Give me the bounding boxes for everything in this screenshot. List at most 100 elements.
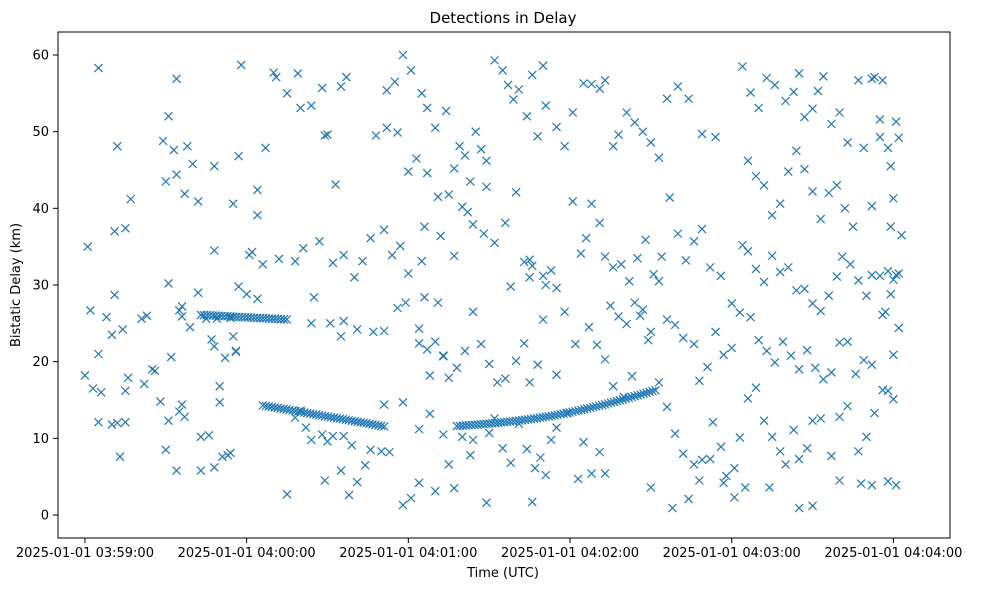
data-point <box>403 269 413 278</box>
data-point <box>252 210 262 220</box>
data-point <box>228 199 238 209</box>
data-point <box>209 341 219 351</box>
data-point <box>209 161 219 171</box>
data-point <box>627 371 637 381</box>
data-point <box>853 446 863 456</box>
data-point <box>519 338 529 348</box>
data-point <box>93 417 103 427</box>
data-point <box>525 377 535 387</box>
data-point <box>867 201 877 211</box>
data-point <box>406 493 416 503</box>
data-point <box>193 197 203 206</box>
data-point <box>161 445 171 455</box>
data-point <box>465 177 475 186</box>
data-point <box>530 463 540 473</box>
data-point <box>490 55 499 65</box>
data-point <box>323 130 332 140</box>
data-point <box>705 262 715 272</box>
data-point <box>584 322 594 332</box>
data-point <box>767 432 777 442</box>
data-point <box>743 246 753 256</box>
data-point <box>107 420 117 429</box>
data-point <box>231 347 241 357</box>
data-point <box>638 305 648 314</box>
data-point <box>368 327 378 337</box>
data-point <box>684 94 694 104</box>
data-point <box>560 141 570 151</box>
data-point <box>609 397 619 407</box>
data-point <box>835 338 844 347</box>
data-point <box>293 68 303 78</box>
data-point <box>689 236 699 246</box>
data-points <box>80 50 906 513</box>
data-point <box>883 143 893 153</box>
data-point <box>673 229 683 239</box>
data-point <box>120 223 130 233</box>
data-point <box>366 445 376 455</box>
data-point <box>783 262 793 272</box>
data-point <box>169 145 179 155</box>
data-point <box>891 270 901 280</box>
data-point <box>406 65 416 75</box>
data-point <box>484 359 494 369</box>
data-point <box>770 80 780 90</box>
x-tick-label: 2025-01-01 04:03:00 <box>663 546 801 561</box>
data-point <box>635 311 645 321</box>
data-point <box>417 256 427 266</box>
data-point <box>234 282 243 291</box>
data-point <box>217 452 227 462</box>
data-point <box>527 70 537 80</box>
data-point <box>180 412 190 422</box>
data-point <box>164 416 173 426</box>
data-point <box>600 354 610 364</box>
data-point <box>735 433 745 442</box>
data-point <box>621 394 631 404</box>
data-point <box>813 86 823 96</box>
data-point <box>328 431 338 441</box>
data-point <box>137 314 146 324</box>
data-point <box>360 460 370 470</box>
data-point <box>449 251 459 261</box>
data-point <box>379 421 389 431</box>
data-point <box>123 373 133 383</box>
data-point <box>824 291 834 301</box>
data-point <box>401 298 411 308</box>
y-axis-label: Bistatic Delay (km) <box>9 223 24 347</box>
data-point <box>527 261 537 271</box>
data-point <box>347 440 357 450</box>
data-point <box>595 218 605 228</box>
data-point <box>883 476 893 486</box>
data-point <box>436 231 446 241</box>
data-point <box>587 79 597 89</box>
data-point <box>398 50 408 60</box>
data-point <box>853 275 863 285</box>
data-point <box>398 397 408 407</box>
data-point <box>781 96 791 106</box>
data-point <box>662 94 672 104</box>
data-point <box>271 72 281 82</box>
data-point <box>261 143 270 153</box>
y-tick-label: 0 <box>41 509 49 524</box>
data-point <box>110 290 120 300</box>
data-point <box>835 412 844 422</box>
data-point <box>417 88 427 98</box>
data-point <box>595 447 605 457</box>
data-point <box>490 238 499 248</box>
data-point <box>670 429 680 439</box>
data-point <box>430 486 440 496</box>
data-point <box>615 395 625 405</box>
data-point <box>870 408 879 418</box>
data-point <box>654 377 664 387</box>
data-point <box>835 108 844 117</box>
data-point <box>646 137 656 147</box>
data-point <box>306 101 316 111</box>
data-point <box>600 469 610 479</box>
data-point <box>859 355 869 365</box>
data-point <box>514 85 524 94</box>
data-point <box>522 444 532 454</box>
data-point <box>800 164 809 174</box>
data-point <box>697 224 707 234</box>
data-point <box>209 463 219 472</box>
data-point <box>694 476 704 485</box>
data-point <box>422 168 432 178</box>
